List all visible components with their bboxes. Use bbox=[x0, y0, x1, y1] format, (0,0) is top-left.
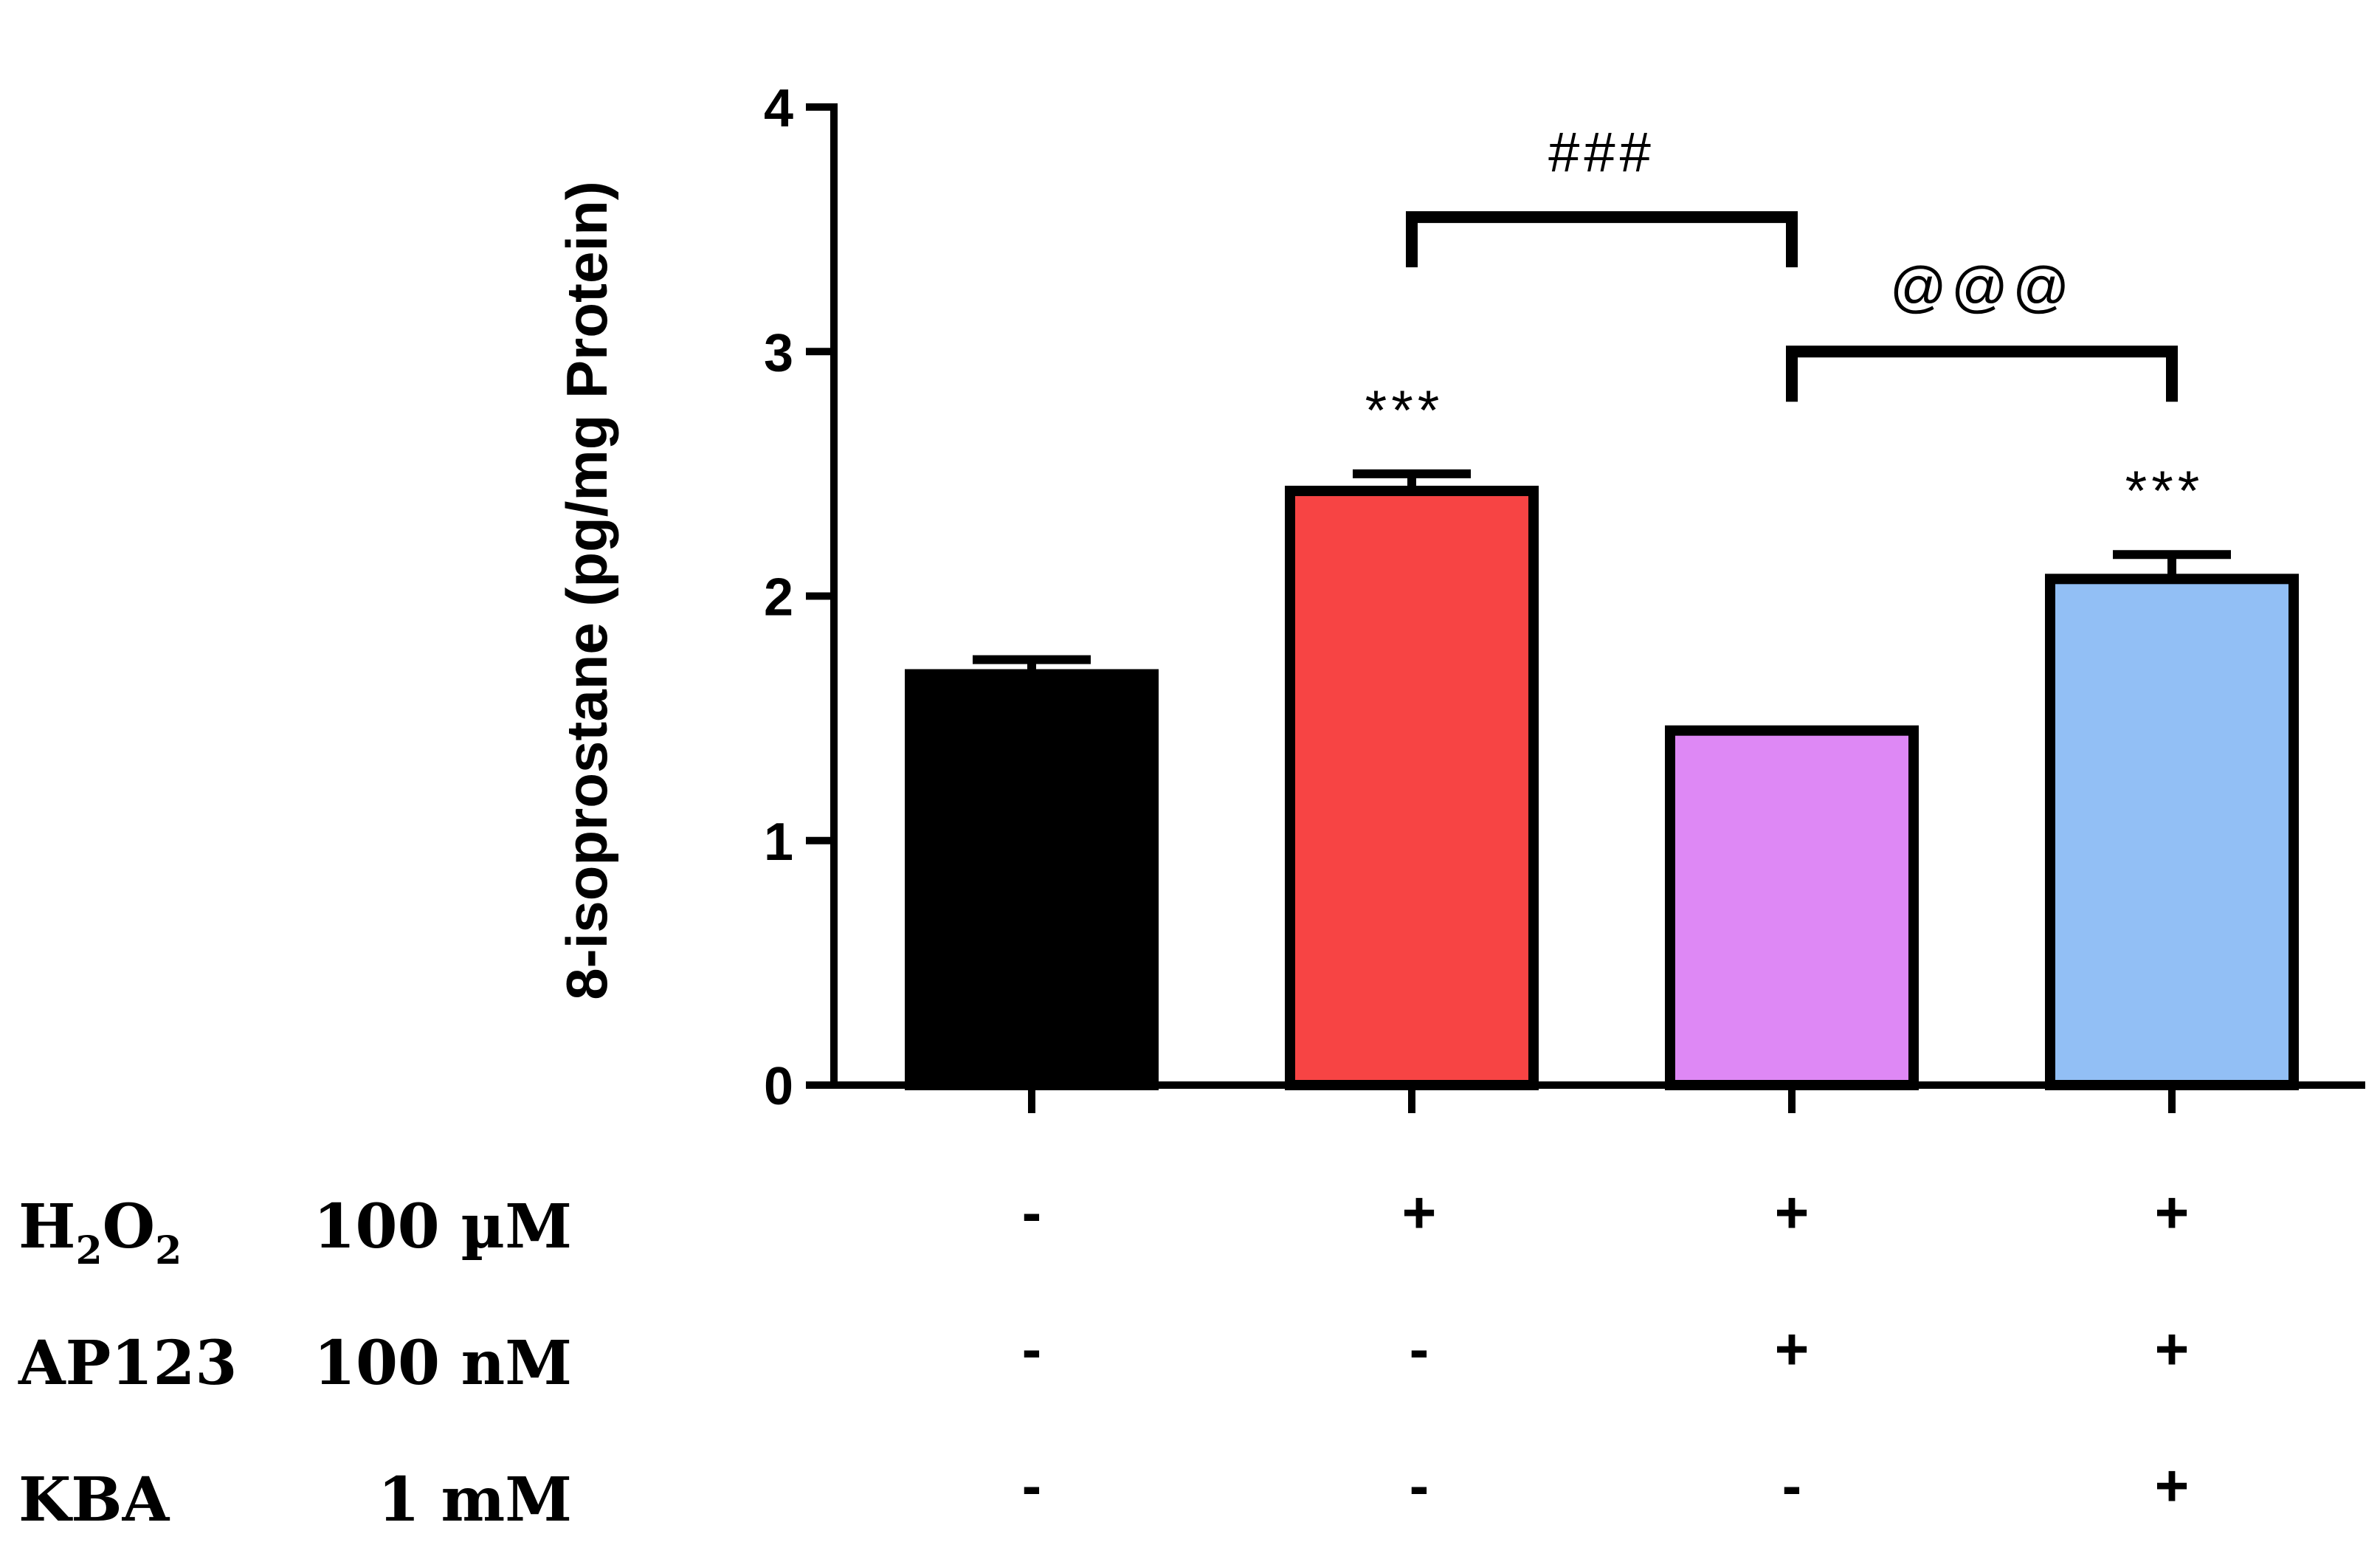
axes: 0 1 2 3 4 8-isoprostane (pg/mg Protein) bbox=[554, 79, 2365, 1116]
bar-2 bbox=[1285, 486, 1539, 1090]
bracket-label-2: @@@ bbox=[1890, 255, 2074, 318]
treatment-sign-1-2: + bbox=[1402, 1180, 1437, 1245]
treatment-table: H2O2 100 µM - + + + AP123 100 nM - - + + KBA 1 mM - - - + bbox=[18, 1180, 2189, 1535]
significance-star-4: *** bbox=[2125, 460, 2204, 523]
y-tick-label-0: 0 bbox=[764, 1057, 793, 1116]
bar-3 bbox=[1665, 725, 1919, 1090]
treatment-sign-1-4: + bbox=[2155, 1180, 2190, 1245]
treatment-sign-1-1: - bbox=[1022, 1180, 1042, 1245]
treatment-sign-2-1: - bbox=[1022, 1316, 1042, 1382]
bar-1 bbox=[905, 669, 1159, 1090]
treatment-sign-3-2: - bbox=[1410, 1453, 1429, 1518]
treatment-dose-1: 100 µM bbox=[313, 1191, 572, 1262]
significance-star-2: *** bbox=[1365, 379, 1444, 442]
y-tick-label-2: 2 bbox=[764, 568, 793, 627]
treatment-sign-2-3: + bbox=[1775, 1316, 1810, 1382]
y-tick-label-3: 3 bbox=[764, 323, 793, 382]
treatment-name-2: AP123 bbox=[18, 1328, 237, 1399]
y-axis-label: 8-isoprostane (pg/mg Protein) bbox=[554, 181, 619, 999]
treatment-sign-2-2: - bbox=[1410, 1316, 1429, 1382]
significance-bracket-1 bbox=[1406, 211, 1798, 268]
bar-4 bbox=[2045, 574, 2299, 1090]
annotations: *** *** ### @@@ bbox=[1365, 121, 2204, 523]
bracket-label-1: ### bbox=[1548, 121, 1655, 184]
treatment-dose-2: 100 nM bbox=[314, 1328, 572, 1399]
treatment-name-3: KBA bbox=[18, 1465, 170, 1535]
treatment-sign-3-3: - bbox=[1782, 1453, 1802, 1518]
treatment-sign-3-1: - bbox=[1022, 1453, 1042, 1518]
treatment-dose-3: 1 mM bbox=[378, 1465, 572, 1535]
treatment-sign-2-4: + bbox=[2155, 1316, 2190, 1382]
y-tick-label-1: 1 bbox=[764, 813, 793, 872]
significance-bracket-2 bbox=[1786, 345, 2178, 402]
y-tick-label-4: 4 bbox=[764, 79, 793, 138]
treatment-sign-3-4: + bbox=[2155, 1453, 2190, 1518]
treatment-sign-1-3: + bbox=[1775, 1180, 1810, 1245]
bars bbox=[905, 469, 2299, 1090]
treatment-name-1: H2O2 bbox=[18, 1191, 182, 1273]
